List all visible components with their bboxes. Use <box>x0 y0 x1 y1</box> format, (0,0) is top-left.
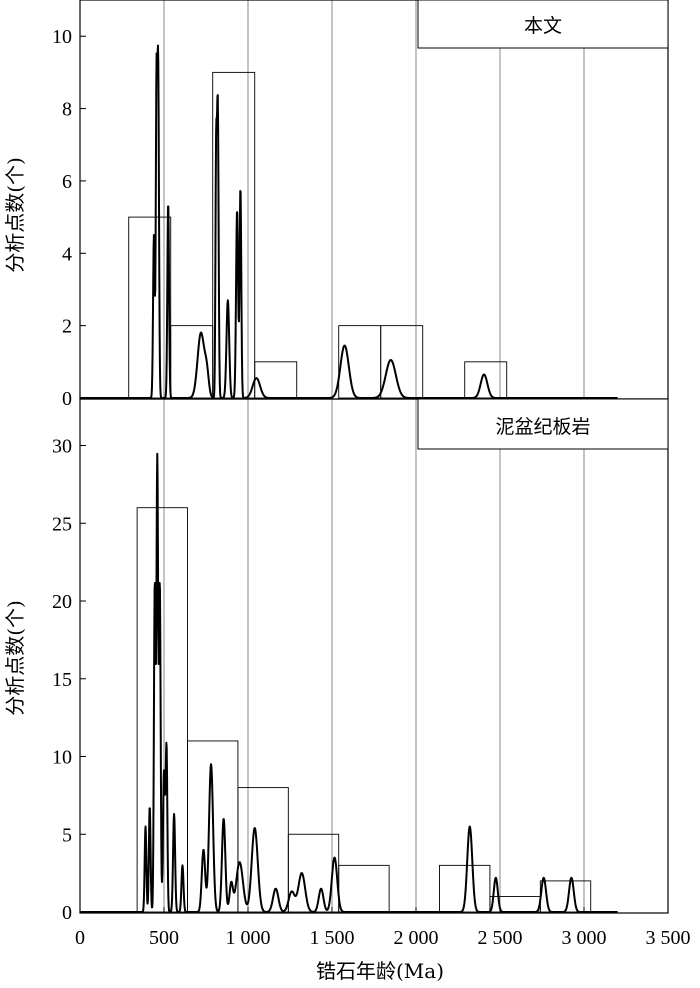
x-tick-label: 2 000 <box>394 927 439 949</box>
x-tick-label: 2 500 <box>478 927 523 949</box>
panel-frame <box>79 398 669 914</box>
grid-layer <box>163 0 585 913</box>
y-tick-label: 10 <box>52 747 72 769</box>
histogram-bar <box>338 325 382 399</box>
legend-panel-2: 泥盆纪板岩 <box>417 398 669 450</box>
ticks-layer: 0 2 4 6 8 10 0 5 10 15 20 25 30 0 500 1 000 1 500 2 000 2 … <box>52 26 691 949</box>
density-curve <box>79 44 619 399</box>
y-axis-title-panel-1: 分析点数(个) <box>3 157 27 273</box>
y-axis-title-panel-2: 分析点数(个) <box>3 600 27 716</box>
x-tick-label: 3 500 <box>646 927 691 949</box>
x-tick-label: 0 <box>75 927 85 949</box>
y-tick-label: 4 <box>62 243 72 265</box>
y-tick-label: 10 <box>52 26 72 48</box>
y-tick-label: 0 <box>62 902 72 924</box>
x-axis-title: 锆石年龄(Ma) <box>316 959 444 983</box>
histogram-bar <box>338 864 390 913</box>
histogram-bar <box>237 787 289 913</box>
frame-layer <box>79 0 669 914</box>
histogram-bar <box>380 325 424 399</box>
x-tick-label: 500 <box>149 927 179 949</box>
panel-frame <box>79 0 669 400</box>
y-tick-label: 0 <box>62 388 72 410</box>
legend-label-panel-1: 本文 <box>524 15 562 37</box>
histogram-bar <box>464 361 508 399</box>
y-tick-label: 15 <box>52 669 72 691</box>
x-tick-label: 1 000 <box>226 927 271 949</box>
y-tick-label: 8 <box>62 99 72 121</box>
y-tick-label: 30 <box>52 436 72 458</box>
histogram-bar <box>489 896 541 913</box>
bars-layer <box>128 71 592 913</box>
histogram-bar <box>439 864 491 913</box>
y-tick-label: 25 <box>52 513 72 535</box>
histogram-bar <box>287 833 340 913</box>
y-tick-label: 5 <box>62 824 72 846</box>
legend-label-panel-2: 泥盆纪板岩 <box>495 416 590 438</box>
curves-layer <box>79 44 619 913</box>
y-tick-label: 20 <box>52 591 72 613</box>
density-curve <box>79 452 619 913</box>
x-tick-label: 1 500 <box>310 927 355 949</box>
x-tick-label: 3 000 <box>562 927 607 949</box>
histogram-bar <box>136 507 188 913</box>
histogram-bar <box>254 361 298 399</box>
y-tick-label: 2 <box>62 316 72 338</box>
legend-panel-1: 本文 <box>417 0 669 49</box>
y-tick-label: 6 <box>62 171 72 193</box>
